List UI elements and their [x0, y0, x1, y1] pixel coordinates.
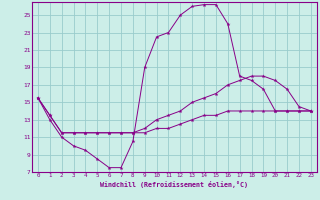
- X-axis label: Windchill (Refroidissement éolien,°C): Windchill (Refroidissement éolien,°C): [100, 181, 248, 188]
